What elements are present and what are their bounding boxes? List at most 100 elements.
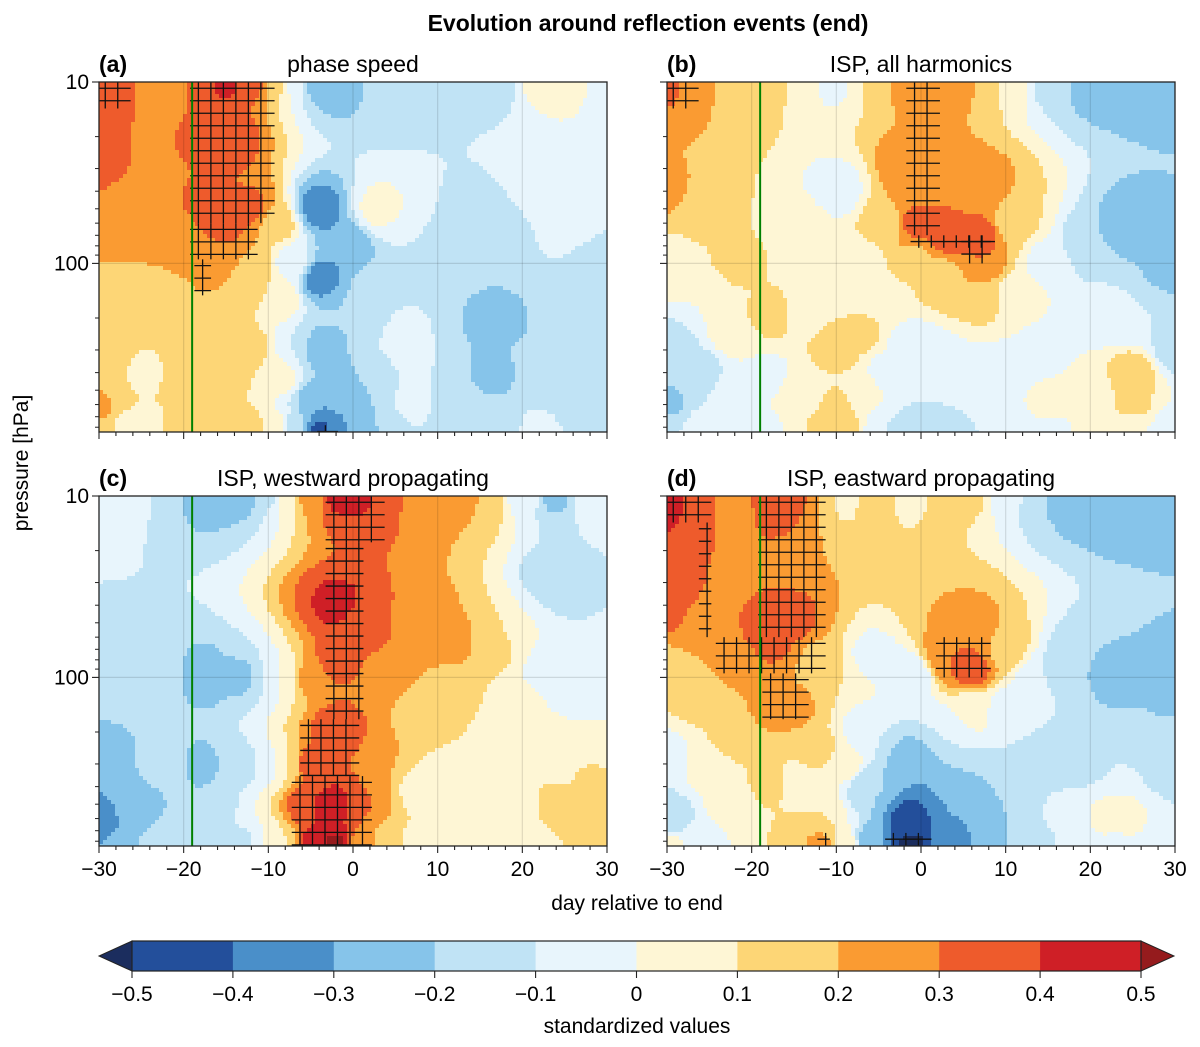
contour-cell bbox=[831, 728, 844, 733]
contour-cell bbox=[99, 290, 268, 295]
contour-cell bbox=[999, 540, 1028, 545]
contour-cell bbox=[755, 516, 800, 521]
contour-cell bbox=[331, 676, 356, 681]
contour-cell bbox=[303, 102, 316, 107]
contour-cell bbox=[1015, 556, 1048, 561]
contour-cell bbox=[667, 270, 720, 275]
contour-cell bbox=[471, 362, 516, 367]
contour-cell bbox=[855, 808, 872, 813]
contour-cell bbox=[423, 226, 532, 231]
contour-cell bbox=[279, 692, 296, 697]
contour-cell bbox=[867, 820, 884, 825]
contour-cell bbox=[707, 664, 796, 669]
contour-cell bbox=[951, 764, 1116, 769]
contour-cell bbox=[271, 134, 288, 139]
contour-cell bbox=[391, 780, 404, 785]
contour-cell bbox=[835, 824, 852, 829]
contour-cell bbox=[407, 772, 576, 777]
contour-cell bbox=[135, 402, 160, 407]
contour-cell bbox=[243, 732, 268, 737]
contour-cell bbox=[131, 732, 244, 737]
contour-cell bbox=[463, 604, 496, 609]
contour-cell bbox=[263, 692, 280, 697]
contour-cell bbox=[99, 628, 240, 633]
contour-cell bbox=[699, 596, 752, 601]
contour-cell bbox=[1035, 130, 1064, 135]
contour-cell bbox=[1087, 150, 1160, 155]
contour-cell bbox=[1027, 266, 1076, 271]
contour-cell bbox=[315, 640, 388, 645]
contour-cell bbox=[267, 102, 280, 107]
contour-cell bbox=[299, 174, 312, 179]
contour-cell bbox=[587, 540, 607, 545]
contour-cell bbox=[859, 198, 868, 203]
contour-cell bbox=[367, 390, 396, 395]
contour-cell bbox=[535, 688, 607, 693]
contour-cell bbox=[443, 170, 488, 175]
contour-cell bbox=[255, 756, 276, 761]
contour-cell bbox=[863, 756, 876, 761]
contour-cell bbox=[711, 740, 836, 745]
contour-cell bbox=[999, 90, 1028, 95]
contour-cell bbox=[363, 194, 404, 199]
contour-cell bbox=[99, 568, 140, 573]
contour-cell bbox=[451, 576, 484, 581]
contour-cell bbox=[563, 840, 607, 845]
contour-cell bbox=[967, 824, 1008, 829]
contour-cell bbox=[783, 334, 816, 339]
contour-cell bbox=[99, 258, 240, 263]
contour-cell bbox=[667, 338, 700, 343]
contour-cell bbox=[307, 82, 364, 87]
contour-cell bbox=[1067, 366, 1108, 371]
contour-cell bbox=[1027, 612, 1048, 617]
contour-cell bbox=[787, 102, 824, 107]
x-tick-label: −30 bbox=[81, 858, 117, 881]
contour-cell bbox=[283, 796, 288, 801]
contour-cell bbox=[1071, 94, 1175, 99]
contour-cell bbox=[311, 732, 368, 737]
contour-cell bbox=[967, 338, 1000, 343]
contour-cell bbox=[875, 150, 1000, 155]
contour-cell bbox=[971, 102, 1000, 107]
contour-cell bbox=[1143, 354, 1152, 359]
contour-cell bbox=[851, 648, 908, 653]
contour-cell bbox=[1131, 632, 1175, 637]
contour-cell bbox=[1091, 808, 1148, 813]
contour-cell bbox=[467, 150, 607, 155]
contour-cell bbox=[1031, 640, 1040, 645]
contour-cell bbox=[219, 756, 256, 761]
contour-cell bbox=[519, 600, 540, 605]
contour-cell bbox=[755, 234, 864, 239]
contour-cell bbox=[99, 206, 184, 211]
contour-cell bbox=[251, 382, 296, 387]
contour-cell bbox=[999, 282, 1040, 287]
contour-cell bbox=[547, 114, 576, 119]
contour-cell bbox=[859, 664, 924, 669]
contour-cell bbox=[371, 222, 388, 227]
contour-cell bbox=[667, 150, 684, 155]
contour-cell bbox=[819, 406, 852, 411]
contour-cell bbox=[1143, 824, 1175, 829]
contour-cell bbox=[887, 760, 944, 765]
contour-cell bbox=[391, 784, 400, 789]
contour-cell bbox=[291, 644, 304, 649]
contour-cell bbox=[855, 704, 948, 709]
contour-cell bbox=[1059, 210, 1072, 215]
contour-cell bbox=[391, 796, 404, 801]
contour-cell bbox=[667, 632, 744, 637]
contour-cell bbox=[147, 540, 248, 545]
contour-cell bbox=[391, 314, 428, 319]
contour-cell bbox=[395, 756, 424, 761]
contour-cell bbox=[467, 612, 500, 617]
contour-cell bbox=[975, 82, 1000, 87]
contour-cell bbox=[99, 608, 212, 613]
contour-cell bbox=[107, 186, 184, 191]
contour-cell bbox=[771, 820, 832, 825]
contour-cell bbox=[959, 318, 996, 323]
contour-cell bbox=[99, 278, 188, 283]
contour-cell bbox=[571, 780, 607, 785]
contour-cell bbox=[579, 110, 607, 115]
contour-cell bbox=[1027, 238, 1044, 243]
contour-cell bbox=[887, 422, 976, 427]
contour-cell bbox=[119, 414, 164, 419]
